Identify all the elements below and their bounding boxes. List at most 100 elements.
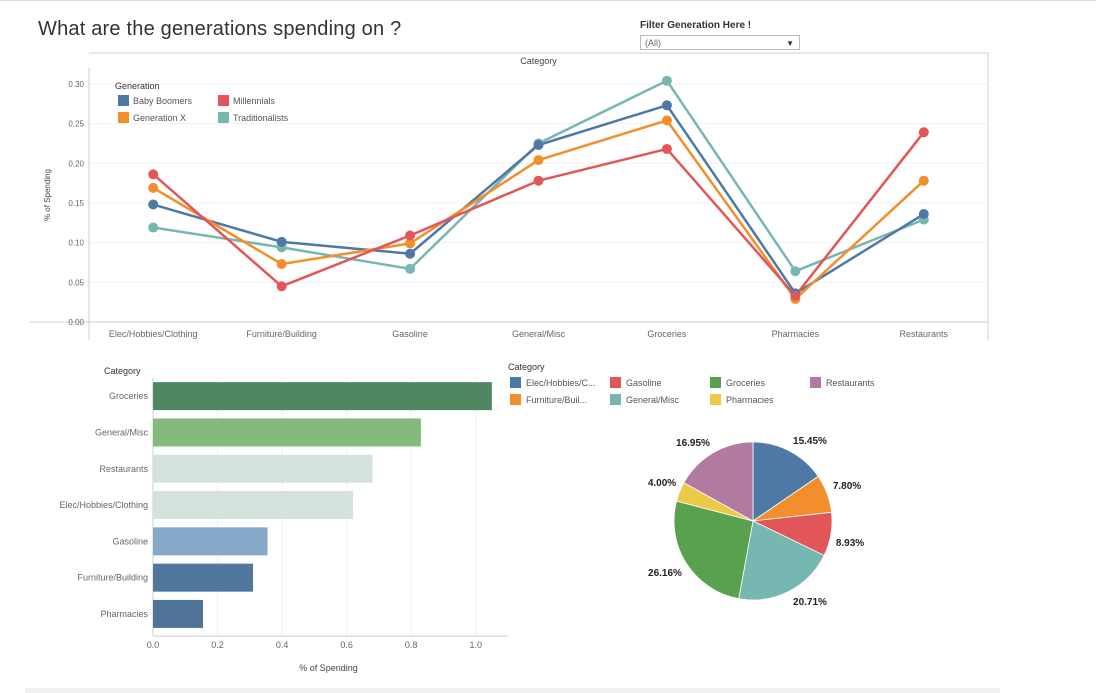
line-chart-xtick-label: Restaurants [900,329,949,339]
data-point[interactable] [405,230,416,241]
bar-chart-xtick-label: 0.2 [211,640,224,650]
line-chart-xtick-label: Gasoline [392,329,428,339]
generation-filter: Filter Generation Here ! (All) ▼ [640,20,800,50]
legend-label: Traditionalists [233,113,289,123]
data-point[interactable] [661,115,672,126]
pie-slice[interactable] [683,441,754,522]
data-point[interactable] [405,238,416,249]
data-point[interactable] [148,222,159,233]
legend-swatch[interactable] [118,95,129,106]
line-legend-title: Generation [115,81,160,91]
line-chart-xtick-label: Elec/Hobbies/Clothing [109,329,198,339]
legend-swatch[interactable] [118,112,129,123]
pie-slice-label: 16.95% [676,438,710,449]
line-chart-xtick-label: Pharmacies [772,329,820,339]
data-point[interactable] [148,182,159,193]
legend-label: Furniture/Buil... [526,395,587,405]
data-point[interactable] [276,236,287,247]
data-point[interactable] [918,175,929,186]
data-point[interactable] [918,127,929,138]
legend-swatch[interactable] [218,112,229,123]
bar-chart-xtick-label: 0.4 [276,640,289,650]
line-chart-xtick-label: Groceries [647,329,687,339]
data-point[interactable] [661,100,672,111]
pie-slice[interactable] [673,500,754,600]
legend-label: Generation X [133,113,186,123]
line-chart-ytick-label: 0.05 [68,278,84,287]
generation-filter-select[interactable]: (All) ▼ [640,35,800,50]
pie-slice[interactable] [752,441,819,522]
bar[interactable] [153,563,254,592]
data-point[interactable] [533,139,544,150]
bar-chart-xtick-label: 0.8 [405,640,418,650]
bar-category-label: Restaurants [99,464,148,474]
page-title: What are the generations spending on ? [38,18,402,40]
bar-category-label: Elec/Hobbies/Clothing [59,500,148,510]
data-point[interactable] [790,290,801,301]
bar-category-label: General/Misc [95,427,149,437]
top-divider [0,0,1096,1]
bar[interactable] [153,454,373,483]
bar[interactable] [153,382,492,411]
filter-value: (All) [645,38,661,48]
line-chart-ytick-label: 0.25 [68,120,84,129]
line-chart-title: Category [520,56,557,66]
data-point[interactable] [661,75,672,86]
data-point[interactable] [790,266,801,277]
legend-swatch[interactable] [510,377,521,388]
legend-label: Millennials [233,96,276,106]
legend-swatch[interactable] [710,377,721,388]
pie-slice-label: 15.45% [793,436,827,447]
pie-slice-label: 7.80% [833,481,861,492]
line-chart-ytick-label: 0.15 [68,199,84,208]
data-point[interactable] [661,143,672,154]
bar-chart-axis-title: Category [104,366,141,376]
legend-label: Elec/Hobbies/C... [526,378,596,388]
legend-label: Restaurants [826,378,875,388]
data-point[interactable] [405,248,416,259]
legend-label: Pharmacies [726,395,774,405]
bar-category-label: Gasoline [112,536,148,546]
pie-slice-label: 20.71% [793,597,827,608]
legend-swatch[interactable] [810,377,821,388]
legend-swatch[interactable] [610,394,621,405]
chevron-down-icon: ▼ [786,39,794,48]
data-point[interactable] [533,155,544,166]
bar[interactable] [153,599,204,628]
legend-label: General/Misc [626,395,680,405]
line-chart-ytick-label: 0.00 [68,318,84,327]
bar-category-label: Furniture/Building [77,573,148,583]
legend-label: Baby Boomers [133,96,193,106]
data-point[interactable] [276,281,287,292]
pie-legend-title: Category [508,362,545,372]
bar-chart-xtick-label: 1.0 [469,640,482,650]
bar-category-label: Pharmacies [100,609,148,619]
line-chart-xtick-label: Furniture/Building [246,329,317,339]
bottom-scroll-area [25,688,1000,693]
bar[interactable] [153,491,354,520]
legend-label: Gasoline [626,378,662,388]
bar-chart-xlabel: % of Spending [299,663,358,673]
pie-slice-label: 4.00% [648,478,676,489]
data-point[interactable] [148,169,159,180]
filter-label: Filter Generation Here ! [640,20,752,31]
line-chart-ytick-label: 0.10 [68,239,84,248]
data-point[interactable] [148,199,159,210]
line-chart-ylabel: % of Spending [43,169,52,221]
legend-swatch[interactable] [710,394,721,405]
legend-swatch[interactable] [610,377,621,388]
data-point[interactable] [918,209,929,220]
data-point[interactable] [533,175,544,186]
legend-swatch[interactable] [218,95,229,106]
pie-slice[interactable] [738,520,825,601]
bar-chart-xtick-label: 0.6 [340,640,353,650]
pie-slice-label: 8.93% [836,538,864,549]
legend-swatch[interactable] [510,394,521,405]
bar[interactable] [153,418,421,447]
data-point[interactable] [405,263,416,274]
bar[interactable] [153,527,268,556]
line-chart-ytick-label: 0.30 [68,80,84,89]
data-point[interactable] [276,259,287,270]
bar-chart-xtick-label: 0.0 [147,640,160,650]
